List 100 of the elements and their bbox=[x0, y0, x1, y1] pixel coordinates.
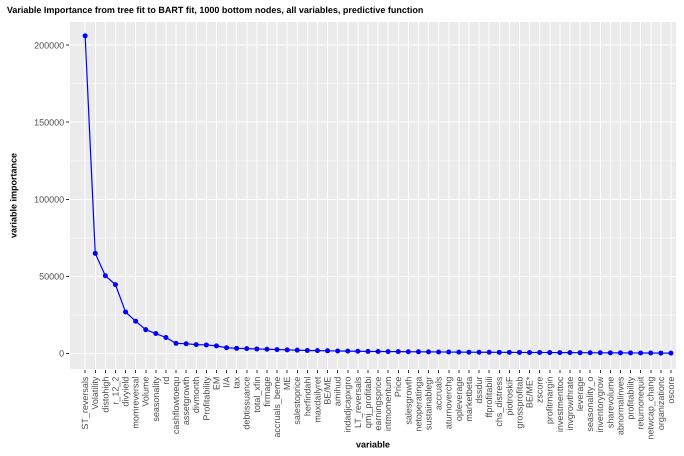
x-tick-label: herfindahl bbox=[302, 376, 312, 416]
point bbox=[618, 350, 623, 356]
x-tick-label: total_xfin bbox=[252, 376, 262, 413]
point bbox=[325, 348, 330, 354]
point bbox=[174, 340, 179, 346]
point bbox=[376, 349, 381, 354]
point bbox=[668, 350, 674, 356]
x-tick-label: accruals_beme bbox=[272, 376, 282, 438]
x-tick-label: Volume bbox=[140, 376, 151, 407]
x-tick-label: profitmargin bbox=[544, 376, 555, 424]
x-tick-label: opleverage bbox=[454, 376, 464, 422]
x-tick-label: LT_reversals bbox=[352, 376, 363, 428]
x-tick-label: Profitability bbox=[201, 376, 212, 421]
x-tick-label: intmomentum bbox=[383, 376, 394, 432]
x-tick-label: EM bbox=[211, 376, 222, 390]
x-tick-label: grossprofitab bbox=[514, 376, 524, 429]
point bbox=[335, 348, 340, 354]
x-tick-label: distohigh bbox=[100, 376, 110, 413]
x-tick-label: Price bbox=[393, 376, 404, 398]
x-tick-label: amihud bbox=[332, 376, 343, 406]
x-tick-label: qmj_profitabi bbox=[362, 376, 373, 428]
point bbox=[506, 350, 512, 355]
point bbox=[133, 318, 138, 324]
x-tick-label: salesgrowth bbox=[403, 376, 414, 425]
point bbox=[345, 348, 350, 354]
x-tick-label: debtissuance bbox=[242, 376, 252, 430]
point bbox=[244, 346, 250, 352]
point bbox=[638, 350, 644, 356]
x-tick-label: accruals bbox=[434, 376, 444, 410]
point bbox=[416, 349, 421, 354]
x-tick-label: aturnoverchg bbox=[444, 376, 454, 430]
point bbox=[406, 349, 411, 354]
x-tick-label: investmenttoc bbox=[554, 376, 565, 432]
x-tick-label: netwcap_chang bbox=[646, 376, 656, 440]
point bbox=[396, 349, 401, 354]
x-tick-label: invgrowthrate bbox=[564, 376, 575, 431]
x-tick-label: dssdur bbox=[474, 376, 484, 404]
x-tick-label: ME bbox=[282, 376, 292, 390]
x-tick-label: ST_reversals bbox=[80, 376, 90, 430]
point bbox=[527, 350, 532, 355]
x-tick-label: firmage bbox=[262, 376, 272, 407]
point bbox=[143, 327, 148, 332]
point bbox=[284, 347, 290, 352]
point bbox=[82, 33, 88, 38]
x-tick-label: divmonth bbox=[191, 376, 202, 414]
x-tick-label: returnonequit bbox=[636, 376, 646, 430]
point bbox=[214, 343, 219, 348]
x-tick-label: earningsprice bbox=[372, 376, 383, 431]
point bbox=[426, 349, 432, 354]
point bbox=[476, 350, 482, 355]
point bbox=[648, 350, 654, 356]
point bbox=[294, 348, 300, 353]
point bbox=[153, 331, 158, 336]
x-axis-title: variable bbox=[356, 439, 390, 450]
x-tick-label: netoperatinga bbox=[413, 376, 424, 432]
x-tick-label: piotroskiF bbox=[504, 376, 514, 416]
point bbox=[567, 350, 572, 356]
x-tick-label: divyield bbox=[120, 376, 130, 407]
x-tick-label: salestoprice bbox=[292, 376, 302, 425]
y-tick-label: 0 bbox=[59, 348, 64, 359]
x-tick-label: r_12_2 bbox=[110, 376, 120, 405]
x-tick-label: chs_distress bbox=[494, 376, 504, 427]
point bbox=[194, 342, 199, 348]
x-tick-label: abnormalinves bbox=[615, 376, 626, 436]
point bbox=[304, 348, 310, 353]
point bbox=[658, 350, 664, 356]
x-tick-label: ffprofitabili bbox=[484, 376, 494, 418]
point bbox=[123, 309, 128, 314]
point bbox=[516, 350, 522, 355]
point bbox=[588, 350, 593, 356]
y-tick-label: 100000 bbox=[34, 194, 64, 205]
x-tick-label: seasonality_o bbox=[585, 376, 596, 432]
point bbox=[102, 273, 108, 278]
point bbox=[112, 282, 118, 288]
x-tick-label: marketbeta bbox=[464, 376, 474, 422]
x-tick-label: sharevolume bbox=[605, 376, 616, 428]
x-tick-label: inventorygrow bbox=[595, 376, 606, 433]
point bbox=[547, 350, 552, 356]
x-tick-label: sustainablegr bbox=[423, 376, 434, 430]
x-tick-label: leverage bbox=[574, 376, 585, 412]
point bbox=[436, 349, 442, 354]
point bbox=[184, 341, 189, 346]
y-tick-label: 150000 bbox=[34, 117, 64, 128]
point bbox=[274, 347, 280, 352]
x-tick-label: tax bbox=[232, 376, 242, 389]
point bbox=[537, 350, 542, 356]
point bbox=[486, 350, 492, 355]
point bbox=[578, 350, 583, 356]
chart-title: Variable Importance from tree fit to BART fit, 1000 bottom nodes, all variables, predictive function bbox=[6, 5, 424, 16]
y-tick-label: 200000 bbox=[34, 40, 64, 50]
x-tick-label: indadjcapxgro bbox=[342, 376, 353, 433]
point bbox=[224, 345, 230, 350]
point bbox=[365, 348, 370, 354]
y-axis-title: variable importance bbox=[8, 152, 19, 238]
x-tick-label: momreversal bbox=[130, 376, 141, 429]
x-tick-label: maxdailyret bbox=[312, 376, 322, 423]
point bbox=[314, 348, 320, 354]
x-tick-label: BE/ME* bbox=[524, 376, 534, 408]
point bbox=[456, 350, 462, 355]
point bbox=[386, 349, 391, 354]
